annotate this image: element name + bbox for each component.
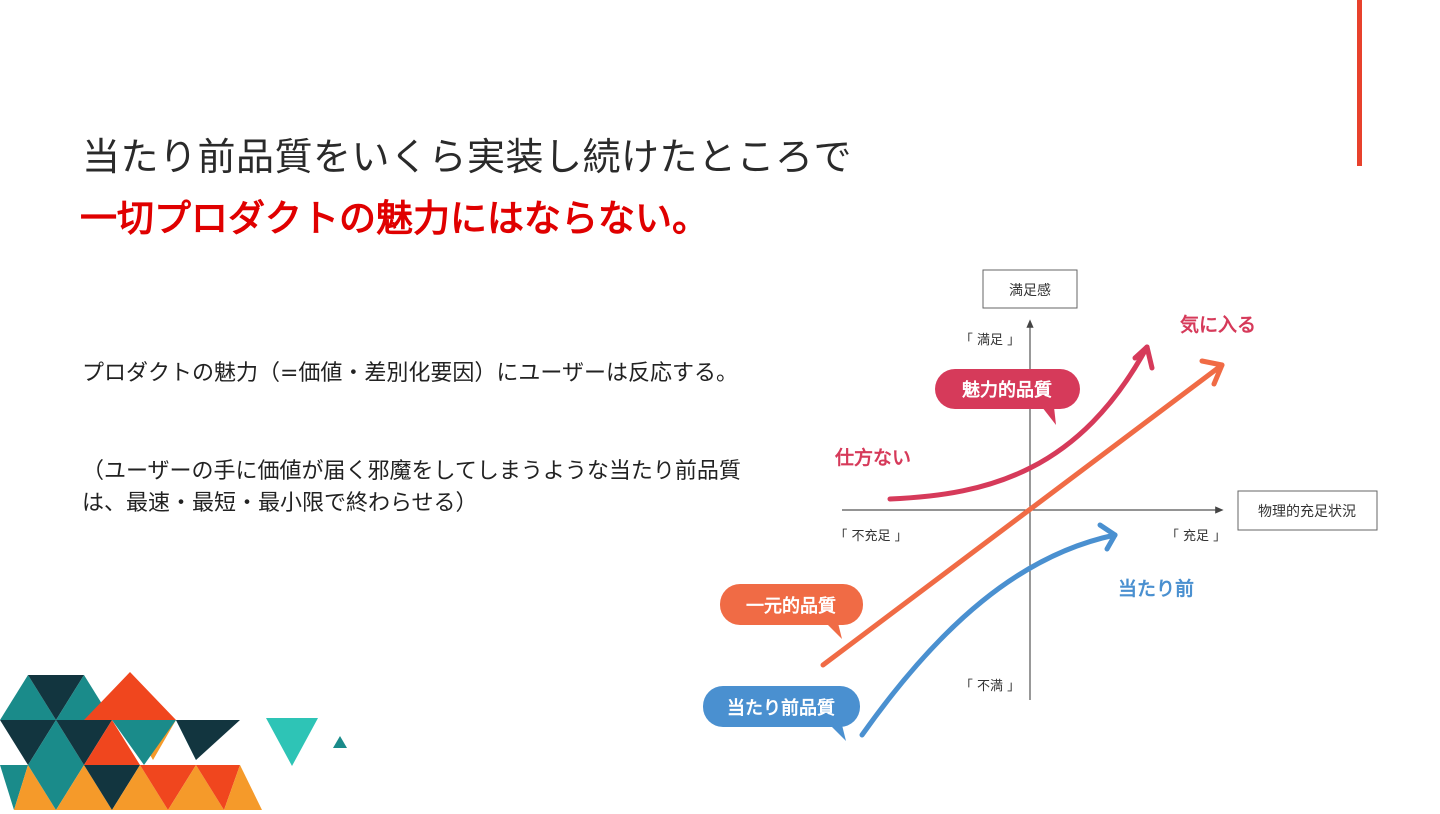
- attractive-arrowhead: [1132, 344, 1155, 371]
- bubble-basic-text: 当たり前品質: [727, 697, 835, 719]
- y-axis-label: 満足感: [1009, 282, 1051, 299]
- onedimensional-arrowhead: [1199, 358, 1225, 387]
- x-axis-label: 物理的充足状況: [1258, 504, 1356, 520]
- basic-curve: [859, 532, 1118, 738]
- label-sufficient: 「 充足 」: [1166, 528, 1226, 544]
- body-paragraph-2: （ユーザーの手に価値が届く邪魔をしてしまうような当たり前品質は、最速・最短・最小…: [82, 459, 741, 516]
- label-cannot-help: 仕方ない: [834, 446, 911, 469]
- accent-bar: [1357, 0, 1362, 166]
- label-satisfied: 「 満足 」: [960, 333, 1020, 348]
- bubble-onedimensional-quality: 一元的品質: [720, 584, 863, 639]
- x-axis-label-box: 物理的充足状況: [1237, 490, 1378, 531]
- body-paragraph-1: プロダクトの魅力（=価値・差別化要因）にユーザーは反応する。: [82, 361, 738, 386]
- label-insufficient: 「 不充足 」: [834, 528, 907, 544]
- decorative-triangles: [0, 660, 360, 810]
- kano-model-diagram: 満足感 物理的充足状況 「 満足 」 「 不満 」 「 不充足 」 「 充足 」…: [690, 255, 1410, 775]
- label-like: 気に入る: [1180, 313, 1256, 336]
- bubble-basic-quality: 当たり前品質: [703, 686, 860, 741]
- label-dissatisfied: 「 不満 」: [960, 679, 1020, 694]
- y-axis-label-box: 満足感: [982, 269, 1078, 309]
- bubble-onedimensional-text: 一元的品質: [746, 595, 836, 617]
- slide-title-line1: 当たり前品質をいくら実装し続けたところで: [82, 135, 853, 179]
- basic-arrowhead: [1097, 522, 1118, 552]
- onedimensional-line: [820, 362, 1225, 668]
- attractive-curve: [887, 344, 1150, 502]
- bubble-attractive-quality: 魅力的品質: [935, 369, 1080, 425]
- label-obvious: 当たり前: [1118, 577, 1194, 600]
- bubble-attractive-text: 魅力的品質: [962, 379, 1052, 401]
- slide-title-line2: 一切プロダクトの魅力にはならない。: [80, 196, 709, 240]
